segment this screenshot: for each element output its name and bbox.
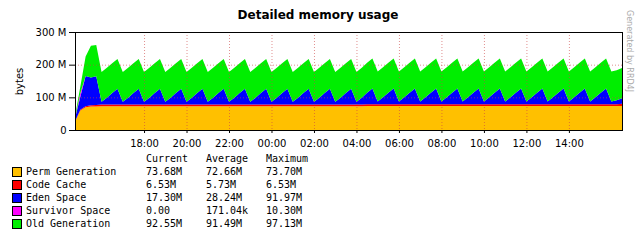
html-text:97.13M: 97.13M xyxy=(266,218,303,229)
html-text:73.70M: 73.70M xyxy=(266,166,303,177)
svg-text:0: 0 xyxy=(60,125,66,136)
html-text:171.04k: 171.04k xyxy=(206,205,249,216)
svg-text:200 M: 200 M xyxy=(36,59,67,70)
html-text:92.55M: 92.55M xyxy=(146,218,183,229)
html-text:Maximum: Maximum xyxy=(266,153,309,164)
svg-text:20:00: 20:00 xyxy=(173,138,202,149)
html-text:Eden Space: Eden Space xyxy=(26,192,87,203)
svg-text:10:00: 10:00 xyxy=(470,138,499,149)
html-text:6.53M: 6.53M xyxy=(266,179,297,190)
html-text:Current: Current xyxy=(146,153,189,164)
svg-text:22:00: 22:00 xyxy=(215,138,244,149)
svg-text:02:00: 02:00 xyxy=(300,138,329,149)
html-text:6.53M: 6.53M xyxy=(146,179,177,190)
html-text:Survivor Space: Survivor Space xyxy=(26,205,111,216)
html-text:72.66M: 72.66M xyxy=(206,166,243,177)
html-text:Generated by RRD4J: Generated by RRD4J xyxy=(625,10,634,93)
html-text:Perm Generation: Perm Generation xyxy=(26,166,117,177)
svg-text:04:00: 04:00 xyxy=(343,138,372,149)
svg-text:00:00: 00:00 xyxy=(258,138,287,149)
html-text:73.68M: 73.68M xyxy=(146,166,183,177)
html-text:5.73M: 5.73M xyxy=(206,179,237,190)
html-text:Code Cache: Code Cache xyxy=(26,179,87,190)
svg-text:12:00: 12:00 xyxy=(512,138,541,149)
svg-text:18:00: 18:00 xyxy=(130,138,159,149)
html-text:Detailed memory usage: Detailed memory usage xyxy=(237,8,399,22)
html-text:Average: Average xyxy=(206,153,249,164)
svg-text:08:00: 08:00 xyxy=(428,138,457,149)
html-text:91.49M: 91.49M xyxy=(206,218,243,229)
svg-text:100 M: 100 M xyxy=(36,92,67,103)
svg-text:06:00: 06:00 xyxy=(385,138,414,149)
svg-text:bytes: bytes xyxy=(14,68,25,96)
html-text:17.30M: 17.30M xyxy=(146,192,183,203)
svg-text:300 M: 300 M xyxy=(36,27,67,38)
html-text:10.30M: 10.30M xyxy=(266,205,303,216)
html-text:Old Generation: Old Generation xyxy=(26,218,111,229)
svg-text:14:00: 14:00 xyxy=(555,138,584,149)
html-text:91.97M: 91.97M xyxy=(266,192,303,203)
html-text:0.00: 0.00 xyxy=(146,205,171,216)
html-text:28.24M: 28.24M xyxy=(206,192,243,203)
